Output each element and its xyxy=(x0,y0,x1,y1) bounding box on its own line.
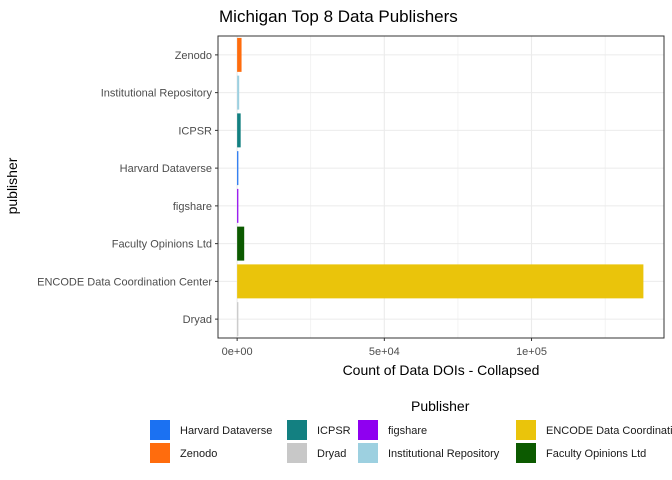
y-tick-label: Zenodo xyxy=(175,50,212,62)
bar-figshare xyxy=(237,188,239,223)
plot-panel xyxy=(217,35,665,339)
y-axis-title: publisher xyxy=(4,157,20,214)
chart-title: Michigan Top 8 Data Publishers xyxy=(219,7,458,26)
y-axis-ticks: Zenodo Institutional Repository ICPSR Harva… xyxy=(37,50,218,326)
legend-swatch xyxy=(516,443,536,463)
y-tick-label: ENCODE Data Coordination Center xyxy=(37,276,212,288)
y-tick-label: ICPSR xyxy=(178,125,212,137)
legend-swatch xyxy=(358,420,378,440)
bar-icpsr xyxy=(237,113,241,148)
y-tick-label: Institutional Repository xyxy=(101,88,213,100)
legend-label: ICPSR xyxy=(317,425,351,437)
legend-swatch xyxy=(358,443,378,463)
legend-swatch xyxy=(287,420,307,440)
x-axis-title: Count of Data DOIs - Collapsed xyxy=(343,362,540,378)
legend-label: ENCODE Data Coordination Center xyxy=(546,425,672,437)
x-tick-label: 0e+00 xyxy=(222,346,253,358)
y-tick-label: Faculty Opinions Ltd xyxy=(112,239,212,251)
bar-zenodo xyxy=(237,37,242,72)
panel-border xyxy=(217,35,665,339)
y-tick-label: Dryad xyxy=(183,314,212,326)
legend-swatch xyxy=(516,420,536,440)
bar-encode-data-coordination-center xyxy=(237,264,644,299)
x-axis-ticks: 0e+00 5e+04 1e+05 xyxy=(222,338,547,358)
legend-swatch xyxy=(150,443,170,463)
legend-label: Institutional Repository xyxy=(388,448,500,460)
legend-title: Publisher xyxy=(411,398,470,414)
bar-faculty-opinions-ltd xyxy=(237,226,245,261)
y-tick-label: figshare xyxy=(173,201,212,213)
bar-dryad xyxy=(237,302,239,337)
legend-swatch xyxy=(287,443,307,463)
legend-label: Faculty Opinions Ltd xyxy=(546,448,646,460)
y-tick-label: Harvard Dataverse xyxy=(120,163,212,175)
bar-harvard-dataverse xyxy=(237,151,239,186)
x-tick-label: 5e+04 xyxy=(369,346,400,358)
bar-institutional-repository xyxy=(237,75,240,110)
legend: Publisher Harvard Dataverse Zenodo ICPSR Dr… xyxy=(150,398,672,463)
legend-swatch xyxy=(150,420,170,440)
legend-label: Dryad xyxy=(317,448,346,460)
legend-label: figshare xyxy=(388,425,427,437)
legend-label: Zenodo xyxy=(180,448,217,460)
x-tick-label: 1e+05 xyxy=(516,346,547,358)
legend-label: Harvard Dataverse xyxy=(180,425,272,437)
